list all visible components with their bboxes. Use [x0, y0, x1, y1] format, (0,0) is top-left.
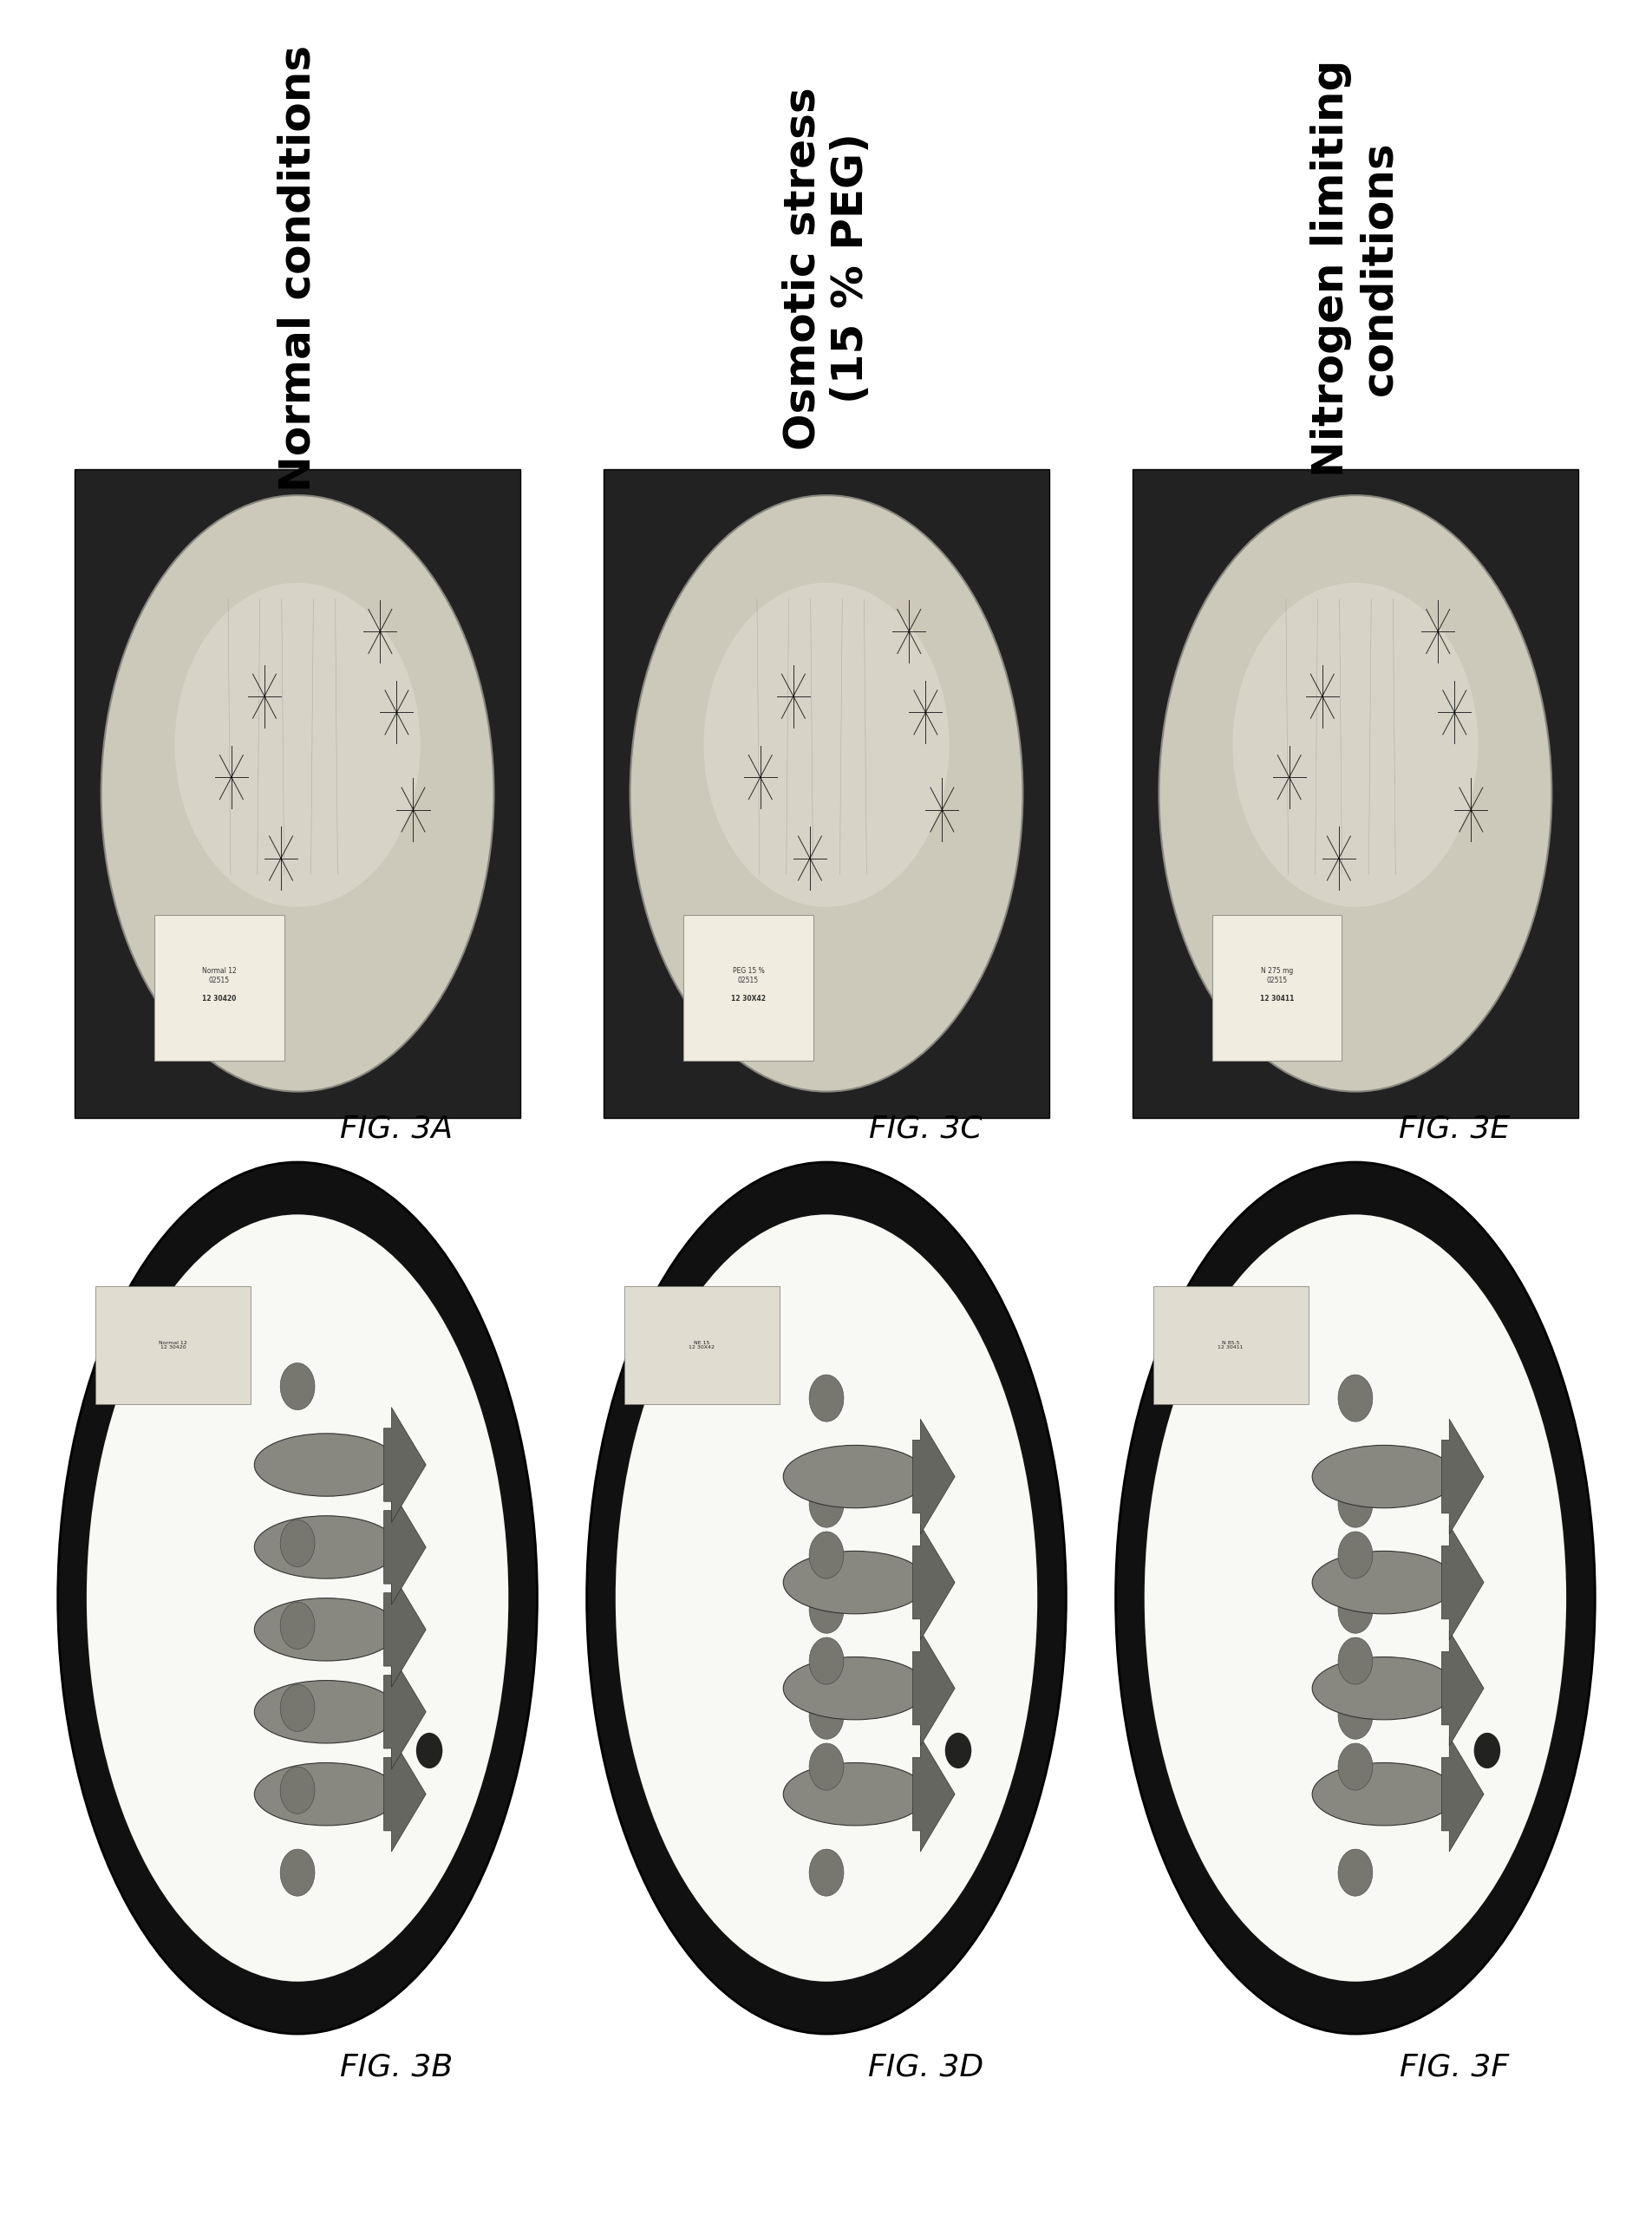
Ellipse shape: [281, 1768, 314, 1815]
FancyBboxPatch shape: [684, 916, 813, 1059]
Ellipse shape: [281, 1520, 314, 1567]
FancyBboxPatch shape: [96, 1287, 251, 1404]
Text: NE 15
12 30X42: NE 15 12 30X42: [689, 1341, 714, 1350]
Text: FIG. 3D: FIG. 3D: [867, 2052, 983, 2083]
FancyBboxPatch shape: [624, 1287, 780, 1404]
Ellipse shape: [783, 1656, 927, 1719]
Ellipse shape: [1312, 1446, 1455, 1509]
Ellipse shape: [615, 1214, 1037, 1982]
Text: Osmotic stress
(15 % PEG): Osmotic stress (15 % PEG): [781, 87, 871, 449]
FancyBboxPatch shape: [1213, 916, 1341, 1059]
Ellipse shape: [629, 496, 1023, 1091]
Ellipse shape: [175, 583, 420, 907]
Ellipse shape: [809, 1480, 843, 1527]
Ellipse shape: [783, 1446, 927, 1509]
Text: Normal 12
12 30420: Normal 12 12 30420: [159, 1341, 187, 1350]
Ellipse shape: [281, 1848, 314, 1895]
Ellipse shape: [809, 1743, 843, 1790]
Ellipse shape: [1338, 1480, 1371, 1527]
FancyBboxPatch shape: [155, 916, 284, 1059]
Ellipse shape: [1338, 1531, 1371, 1578]
Ellipse shape: [58, 1162, 537, 2034]
FancyArrow shape: [1441, 1737, 1483, 1851]
Ellipse shape: [783, 1551, 927, 1614]
Ellipse shape: [281, 1692, 314, 1739]
Ellipse shape: [809, 1848, 843, 1895]
FancyArrow shape: [912, 1737, 955, 1851]
Ellipse shape: [1338, 1587, 1371, 1634]
Ellipse shape: [704, 583, 948, 907]
Ellipse shape: [1338, 1692, 1371, 1739]
Ellipse shape: [254, 1681, 398, 1743]
Ellipse shape: [1338, 1375, 1371, 1421]
Text: 12 30420: 12 30420: [202, 995, 236, 1004]
Ellipse shape: [1312, 1656, 1455, 1719]
Text: N 275 mg
02515: N 275 mg 02515: [1260, 968, 1294, 983]
Text: FIG. 3E: FIG. 3E: [1398, 1113, 1510, 1144]
Circle shape: [945, 1732, 971, 1768]
FancyArrow shape: [383, 1654, 426, 1770]
Ellipse shape: [1338, 1638, 1371, 1685]
Ellipse shape: [281, 1685, 314, 1732]
FancyBboxPatch shape: [603, 469, 1049, 1118]
Ellipse shape: [1158, 496, 1551, 1091]
Text: Normal conditions: Normal conditions: [276, 45, 319, 492]
Ellipse shape: [809, 1587, 843, 1634]
Text: Normal 12
02515: Normal 12 02515: [202, 968, 236, 983]
Ellipse shape: [281, 1602, 314, 1649]
Ellipse shape: [281, 1527, 314, 1573]
Text: PEG 15 %
02515: PEG 15 % 02515: [732, 968, 763, 983]
Ellipse shape: [1232, 583, 1477, 907]
Text: 12 30X42: 12 30X42: [730, 995, 765, 1004]
Ellipse shape: [1312, 1551, 1455, 1614]
Ellipse shape: [254, 1763, 398, 1826]
FancyArrow shape: [1441, 1632, 1483, 1746]
Text: 12 30411: 12 30411: [1259, 995, 1294, 1004]
Text: FIG. 3B: FIG. 3B: [340, 2052, 453, 2083]
FancyBboxPatch shape: [74, 469, 520, 1118]
FancyArrow shape: [383, 1491, 426, 1605]
Ellipse shape: [1338, 1743, 1371, 1790]
Ellipse shape: [254, 1598, 398, 1661]
FancyArrow shape: [383, 1408, 426, 1522]
Ellipse shape: [254, 1433, 398, 1495]
Text: FIG. 3C: FIG. 3C: [869, 1113, 981, 1144]
Ellipse shape: [1115, 1162, 1594, 2034]
FancyArrow shape: [383, 1737, 426, 1851]
FancyBboxPatch shape: [1132, 469, 1578, 1118]
Ellipse shape: [86, 1214, 509, 1982]
Ellipse shape: [254, 1515, 398, 1578]
Text: FIG. 3F: FIG. 3F: [1399, 2052, 1508, 2083]
Ellipse shape: [281, 1609, 314, 1656]
FancyArrow shape: [1441, 1419, 1483, 1533]
Ellipse shape: [783, 1763, 927, 1826]
Text: N 85.5
12 30411: N 85.5 12 30411: [1218, 1341, 1242, 1350]
Circle shape: [1474, 1732, 1500, 1768]
FancyArrow shape: [912, 1524, 955, 1640]
Ellipse shape: [101, 496, 494, 1091]
Ellipse shape: [586, 1162, 1066, 2034]
Ellipse shape: [809, 1692, 843, 1739]
Ellipse shape: [1338, 1848, 1371, 1895]
FancyBboxPatch shape: [1153, 1287, 1308, 1404]
FancyArrow shape: [912, 1419, 955, 1533]
FancyArrow shape: [1441, 1524, 1483, 1640]
Circle shape: [416, 1732, 443, 1768]
Ellipse shape: [809, 1531, 843, 1578]
Ellipse shape: [281, 1363, 314, 1410]
FancyArrow shape: [912, 1632, 955, 1746]
Ellipse shape: [809, 1375, 843, 1421]
Ellipse shape: [281, 1446, 314, 1493]
FancyArrow shape: [383, 1571, 426, 1687]
Ellipse shape: [1143, 1214, 1566, 1982]
Text: Nitrogen limiting
conditions: Nitrogen limiting conditions: [1310, 60, 1399, 476]
Ellipse shape: [809, 1638, 843, 1685]
Text: FIG. 3A: FIG. 3A: [340, 1113, 453, 1144]
Ellipse shape: [1312, 1763, 1455, 1826]
